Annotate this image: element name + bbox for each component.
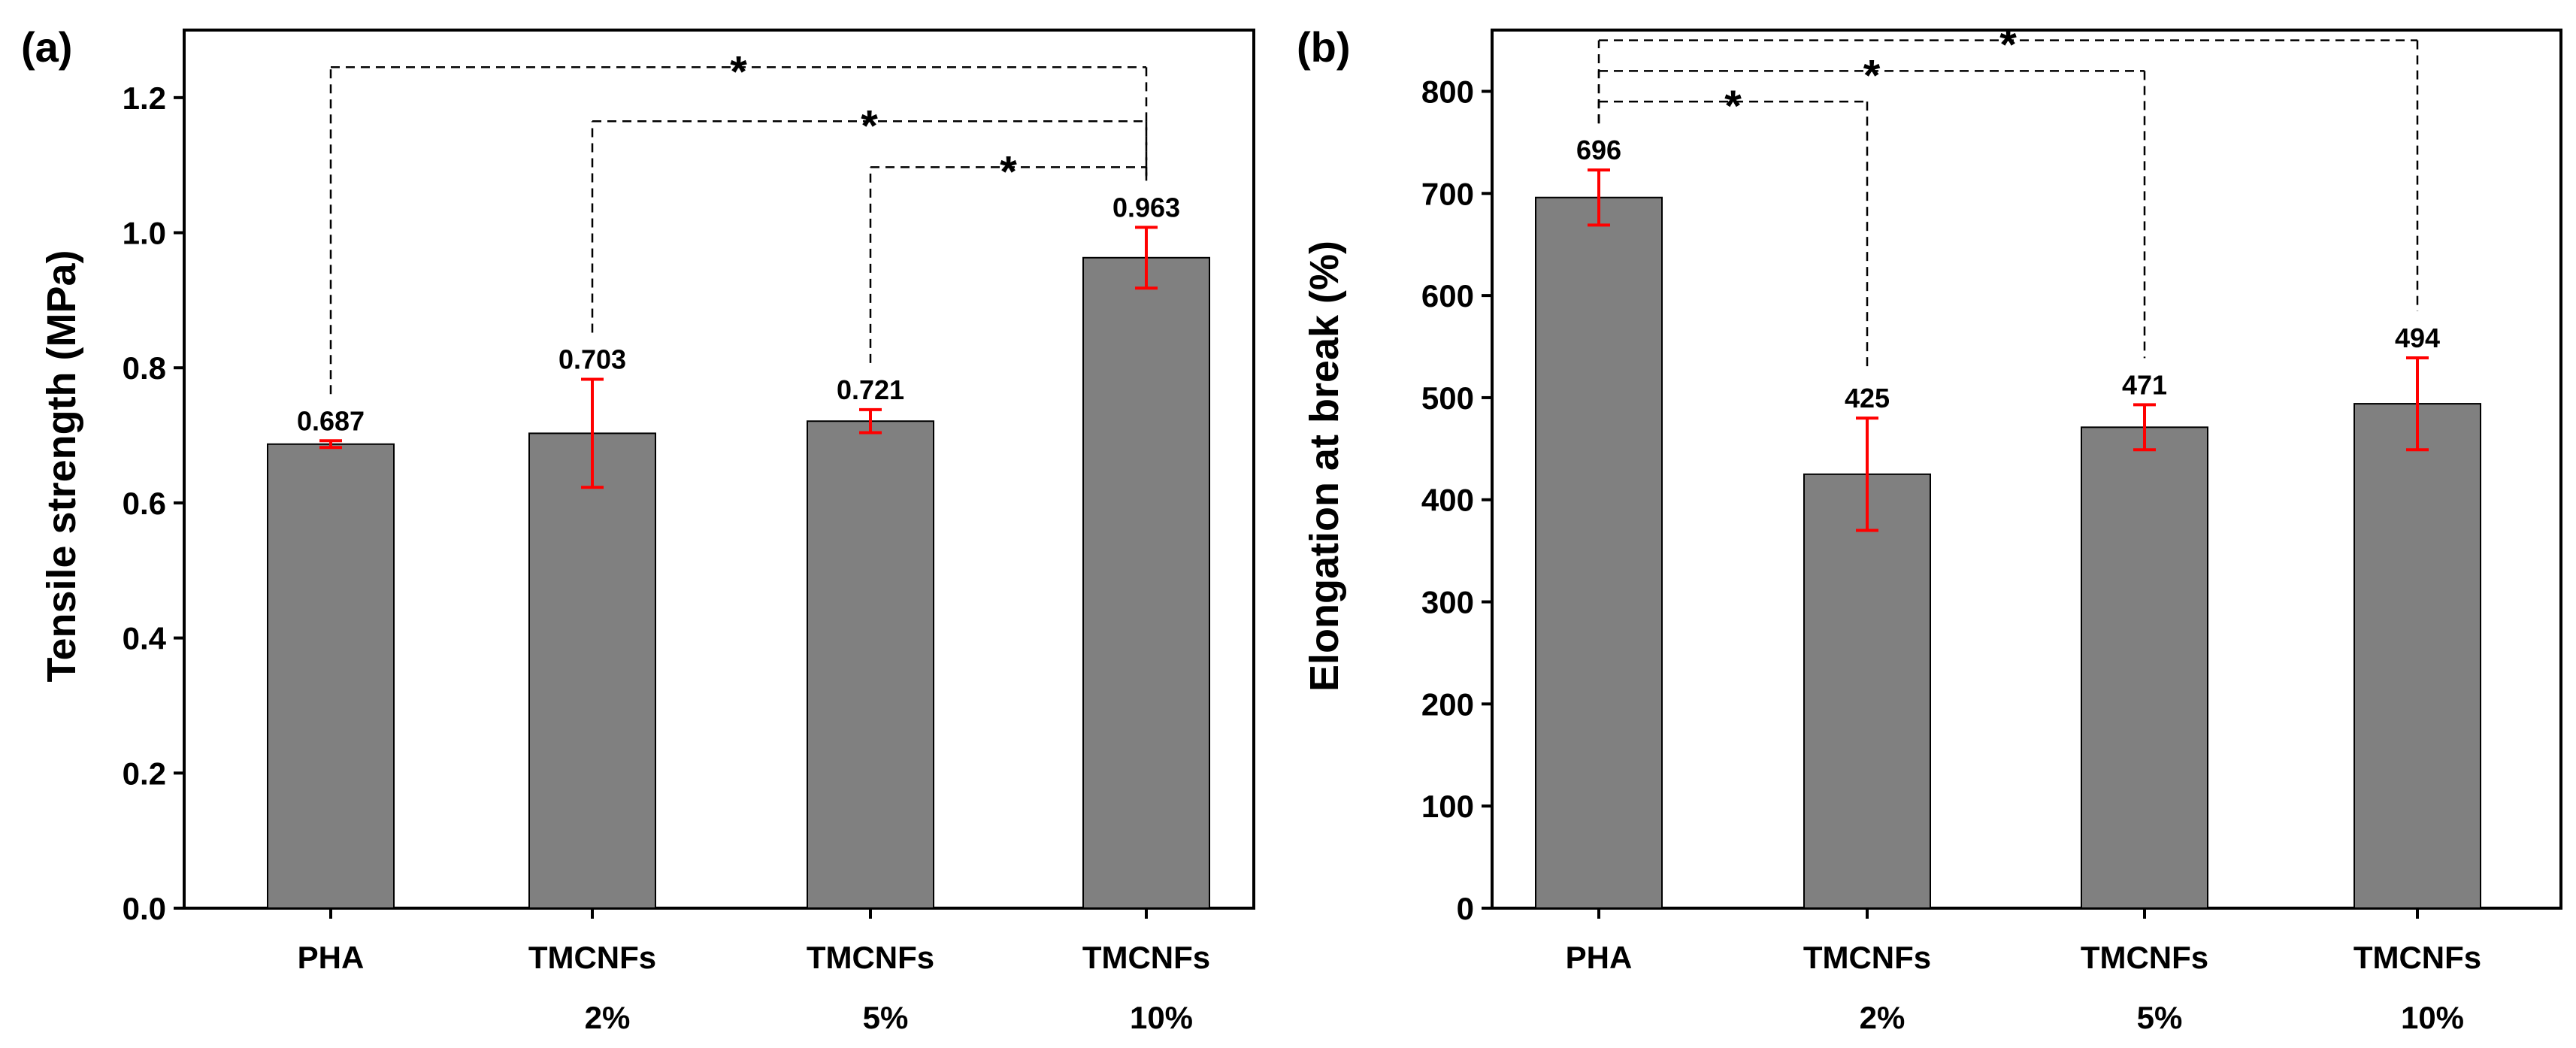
panel-a-value-label: 0.721: [837, 374, 904, 405]
panel-a-category-sublabel: 2%: [585, 1000, 631, 1035]
panel-a-significance-bracket: *: [869, 147, 1148, 363]
panel-a-y-tick-label: 0.4: [123, 621, 167, 656]
panel-b-bar: [2354, 403, 2481, 909]
panel-a-significance-bracket: *: [329, 47, 1148, 395]
panel-a: (a) Tensile strength (MPa) 0.00.20.40.60…: [21, 23, 1255, 1035]
panel-a-category-sublabel: 5%: [863, 1000, 909, 1035]
panel-a-significance-star: *: [730, 47, 747, 96]
panel-b-bar: [1803, 473, 1931, 909]
panel-b-y-tick-label: 500: [1421, 380, 1474, 416]
panel-a-y-ticks: 0.0 0.2 0.4 0.6 0.8 1.0 1.2: [123, 80, 1148, 926]
panel-a-value-label: 0.703: [558, 344, 626, 375]
panel-a-category-label: TMCNFs: [1082, 940, 1210, 975]
panel-a-y-tick-label: 0.8: [123, 350, 166, 386]
panel-a-bars: [267, 256, 1210, 909]
panel-a-y-tick-label: 1.0: [123, 216, 166, 251]
panel-b-category-sublabel: 2%: [1860, 1000, 1906, 1035]
panel-a-y-tick-label: 0.6: [123, 486, 166, 521]
panel-a-bar: [807, 420, 934, 909]
panel-a-significance: * * *: [329, 47, 1148, 395]
panel-a-value-labels: 0.687 0.703 0.721 0.963: [297, 192, 1180, 436]
panel-b-error-bar: [2133, 403, 2156, 452]
panel-b-value-label: 494: [2395, 323, 2440, 353]
panel-a-error-bar: [859, 407, 882, 435]
panel-a-error-bar: [1135, 226, 1158, 290]
panel-b-bar: [1535, 196, 1663, 910]
panel-b-plot-frame: [1491, 29, 2562, 910]
panel-a-bar: [528, 432, 656, 909]
panel-b-significance-star: *: [1863, 51, 1881, 100]
panel-b-category-labels: PHA TMCNFs 2% TMCNFs 5% TMCNFs 10%: [1566, 940, 2482, 1035]
panel-b-value-label: 425: [1845, 383, 1890, 413]
panel-b-category-sublabel: 10%: [2401, 1000, 2464, 1035]
panel-b-error-bar: [1588, 168, 1610, 227]
panel-a-category-label: TMCNFs: [807, 940, 934, 975]
panel-b-value-label: 471: [2122, 369, 2167, 400]
panel-a-category-sublabel: 10%: [1130, 1000, 1193, 1035]
panel-a-significance-star: *: [861, 101, 878, 150]
panel-b-y-tick-label: 800: [1421, 74, 1474, 109]
panel-b-category-sublabel: 5%: [2137, 1000, 2183, 1035]
panel-b-value-labels: 696 425 471 494: [1576, 135, 2440, 413]
panel-a-significance-bracket: *: [591, 101, 1148, 333]
panel-a-significance-star: *: [1000, 147, 1017, 196]
panel-a-y-tick-label: 1.2: [123, 80, 166, 116]
panel-a-bar: [267, 443, 395, 909]
panel-b-error-bars: [1588, 168, 2429, 532]
panel-b-y-tick-label: 300: [1421, 585, 1474, 620]
panel-b-y-axis-title: Elongation at break (%): [1302, 241, 1347, 692]
panel-a-label: (a): [21, 23, 72, 71]
panel-b-significance-star: *: [1724, 82, 1742, 131]
panel-b-error-bar: [1856, 416, 1878, 532]
panel-a-error-bars: [319, 226, 1158, 489]
panel-b-category-label: TMCNFs: [1803, 940, 1931, 975]
panel-b-category-label: PHA: [1566, 940, 1633, 975]
panel-a-category-label: PHA: [298, 940, 365, 975]
panel-a-category-labels: PHA TMCNFs 2% TMCNFs 5% TMCNFs 10%: [298, 940, 1211, 1035]
panel-a-error-bar: [581, 377, 604, 489]
panel-a-category-label: TMCNFs: [528, 940, 656, 975]
panel-b-y-ticks: 0 100 200 300 400 500 600 700 800: [1421, 74, 2419, 926]
panel-b: (b) Elongation at break (%) 0 100 200 300 40…: [1297, 21, 2562, 1035]
panel-b-significance-star: *: [1999, 21, 2017, 70]
panel-b-y-tick-label: 400: [1421, 483, 1474, 518]
panel-b-significance-bracket: *: [1597, 51, 2146, 359]
panel-b-significance: * * *: [1597, 21, 2419, 372]
panel-b-bar: [2081, 426, 2208, 909]
panel-b-y-tick-label: 200: [1421, 686, 1474, 722]
panel-a-y-tick-label: 0.0: [123, 891, 166, 926]
panel-b-category-label: TMCNFs: [2081, 940, 2208, 975]
panel-b-y-tick-label: 100: [1421, 789, 1474, 824]
panel-b-y-tick-label: 600: [1421, 278, 1474, 313]
panel-a-bar: [1082, 256, 1210, 909]
panel-a-plot-frame: [183, 29, 1255, 910]
panel-a-value-label: 0.963: [1112, 192, 1180, 223]
panel-b-y-tick-label: 700: [1421, 176, 1474, 211]
panel-b-category-label: TMCNFs: [2354, 940, 2481, 975]
panel-b-significance-bracket: *: [1597, 21, 2419, 311]
panel-b-value-label: 696: [1576, 135, 1621, 165]
panel-a-value-label: 0.687: [297, 405, 365, 436]
panel-b-label: (b): [1297, 23, 1351, 71]
panel-b-error-bar: [2406, 356, 2429, 452]
panel-a-error-bar: [319, 439, 342, 450]
panel-b-y-tick-label: 0: [1457, 891, 1474, 926]
panel-b-bars: [1535, 196, 2481, 910]
panel-a-y-axis-title: Tensile strength (MPa): [39, 250, 84, 682]
panel-a-y-tick-label: 0.2: [123, 756, 166, 791]
